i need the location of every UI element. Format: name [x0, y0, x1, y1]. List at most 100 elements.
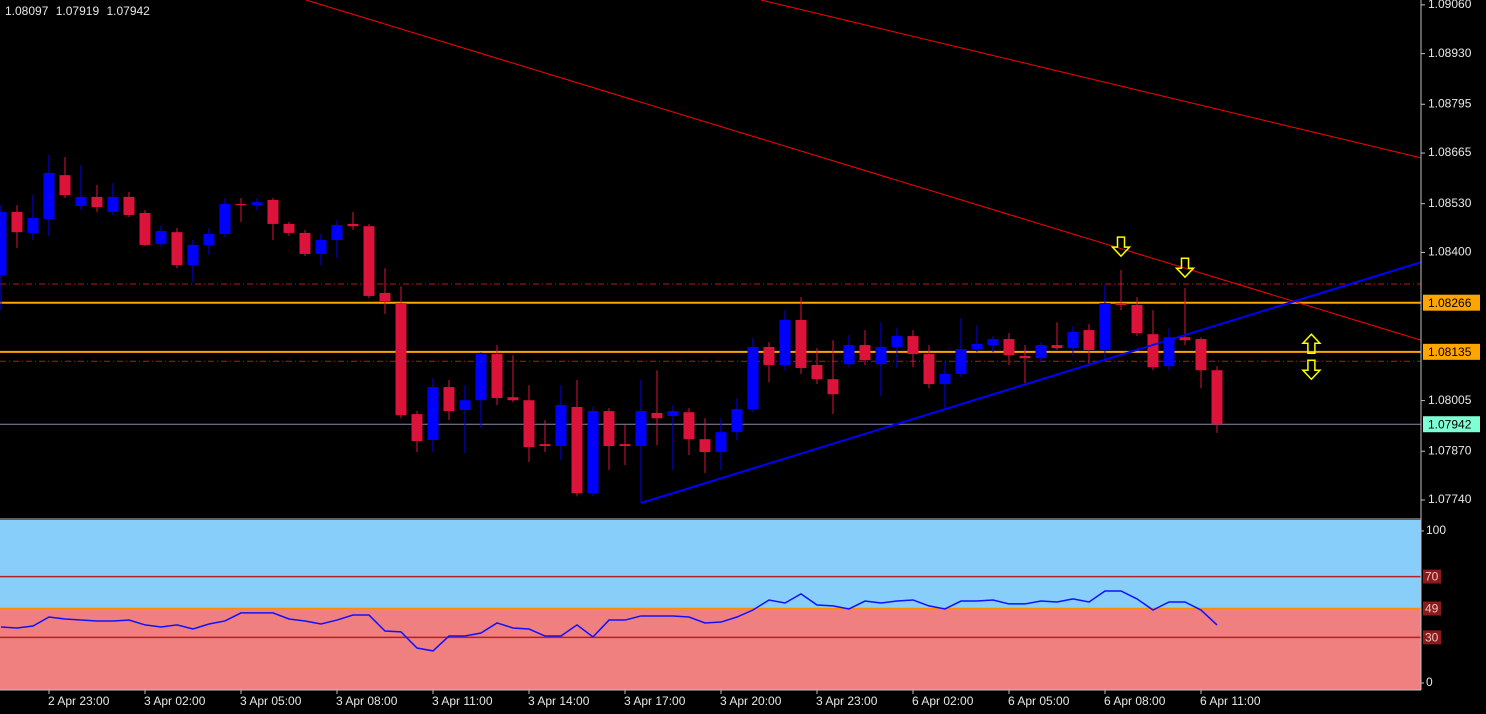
candle-body — [1147, 334, 1159, 368]
candle-body — [1115, 303, 1127, 305]
candle-body — [843, 345, 855, 365]
y-tick-label: 1.08795 — [1428, 96, 1472, 110]
candle-body — [427, 387, 439, 440]
upper-zone — [0, 520, 1421, 609]
signal-arrow — [1174, 257, 1196, 279]
x-tick-label: 3 Apr 02:00 — [144, 694, 206, 708]
candle-body — [795, 319, 807, 368]
x-tick-label: 3 Apr 08:00 — [336, 694, 398, 708]
line-label: 1.08266 — [1428, 296, 1472, 310]
candle-body — [1035, 345, 1047, 359]
candle-body — [827, 379, 839, 395]
candle-body — [507, 397, 519, 401]
level-label-box — [1423, 601, 1441, 616]
candle-body — [315, 240, 327, 254]
candle-body — [299, 232, 311, 254]
level-label-box — [1423, 630, 1441, 645]
candle-body — [923, 354, 935, 385]
candle-body — [347, 223, 359, 227]
x-tick-label: 3 Apr 11:00 — [432, 694, 493, 708]
y-tick-label: 1.07740 — [1428, 492, 1472, 506]
candle-body — [1195, 339, 1207, 371]
x-tick-label: 2 Apr 23:00 — [48, 694, 110, 708]
line-label-box — [1423, 343, 1480, 360]
header-high: 1.08097 — [5, 4, 49, 18]
candle-body — [715, 432, 727, 452]
candle-body — [683, 412, 695, 440]
candle-body — [939, 373, 951, 385]
x-tick-label: 3 Apr 05:00 — [240, 694, 302, 708]
header-low: 1.07919 — [56, 4, 100, 18]
candle-body — [1131, 304, 1143, 334]
candle-body — [331, 225, 343, 241]
level-label: 49 — [1425, 602, 1439, 616]
candle-body — [667, 411, 679, 416]
y-tick-label: 1.08930 — [1428, 46, 1472, 60]
candle-body — [1019, 355, 1031, 359]
candle-body — [1179, 337, 1191, 341]
level-label-box — [1423, 569, 1441, 584]
candle-body — [187, 244, 199, 266]
y-tick-label: 1.08665 — [1428, 145, 1472, 159]
header-close: 1.07942 — [106, 4, 150, 18]
candle-body — [651, 412, 663, 419]
signal-arrow — [1110, 236, 1132, 258]
candle-body — [379, 292, 391, 302]
candle-body — [251, 202, 263, 206]
candle-body — [955, 349, 967, 374]
candle-body — [491, 354, 503, 398]
candle-body — [1067, 331, 1079, 349]
x-tick-label: 3 Apr 20:00 — [720, 694, 782, 708]
candle-body — [27, 217, 39, 233]
candle-body — [971, 343, 983, 350]
ohlc-header: 1.08097 1.07919 1.07942 — [5, 4, 150, 18]
candle-body — [475, 354, 487, 401]
candle-body — [587, 411, 599, 494]
candle-body — [539, 444, 551, 446]
y-tick-label: 1.08530 — [1428, 196, 1472, 210]
y-tick-label: 100 — [1426, 523, 1446, 537]
x-tick-label: 3 Apr 14:00 — [528, 694, 590, 708]
candle-body — [235, 204, 247, 206]
candle-body — [891, 336, 903, 347]
candle-body — [1163, 337, 1175, 367]
candle-body — [555, 405, 567, 446]
candle-body — [171, 232, 183, 266]
signal-arrow — [1301, 359, 1322, 381]
candle-body — [523, 400, 535, 448]
candle-body — [91, 196, 103, 208]
candle-body — [603, 411, 615, 446]
indicator-line — [0, 590, 1218, 652]
candle-body — [411, 414, 423, 442]
candle-body — [267, 199, 279, 224]
candle-body — [283, 223, 295, 233]
y-tick-label: 1.07870 — [1428, 443, 1472, 457]
price-label-box — [1423, 416, 1480, 433]
candle-body — [443, 387, 455, 412]
y-tick-label: 1.09060 — [1428, 0, 1472, 11]
candle-body — [1051, 345, 1063, 349]
candle-body — [779, 319, 791, 365]
trend-line — [640, 261, 1421, 504]
candle-body — [219, 204, 231, 235]
trend-line — [305, 0, 1421, 341]
x-tick-label: 6 Apr 05:00 — [1008, 694, 1070, 708]
level-label: 30 — [1425, 631, 1439, 645]
candle-body — [43, 172, 55, 220]
candle-body — [59, 175, 71, 196]
candle-body — [1211, 370, 1223, 425]
signal-arrow — [1301, 333, 1322, 354]
candle-body — [875, 346, 887, 365]
candle-body — [203, 234, 215, 245]
candle-body — [571, 406, 583, 494]
candle-body — [1003, 339, 1015, 356]
lower-zone — [0, 608, 1421, 690]
x-tick-label: 6 Apr 11:00 — [1200, 694, 1261, 708]
candle-body — [459, 400, 471, 410]
candle-body — [107, 196, 119, 212]
candle-body — [395, 303, 407, 416]
x-tick-label: 6 Apr 02:00 — [912, 694, 974, 708]
